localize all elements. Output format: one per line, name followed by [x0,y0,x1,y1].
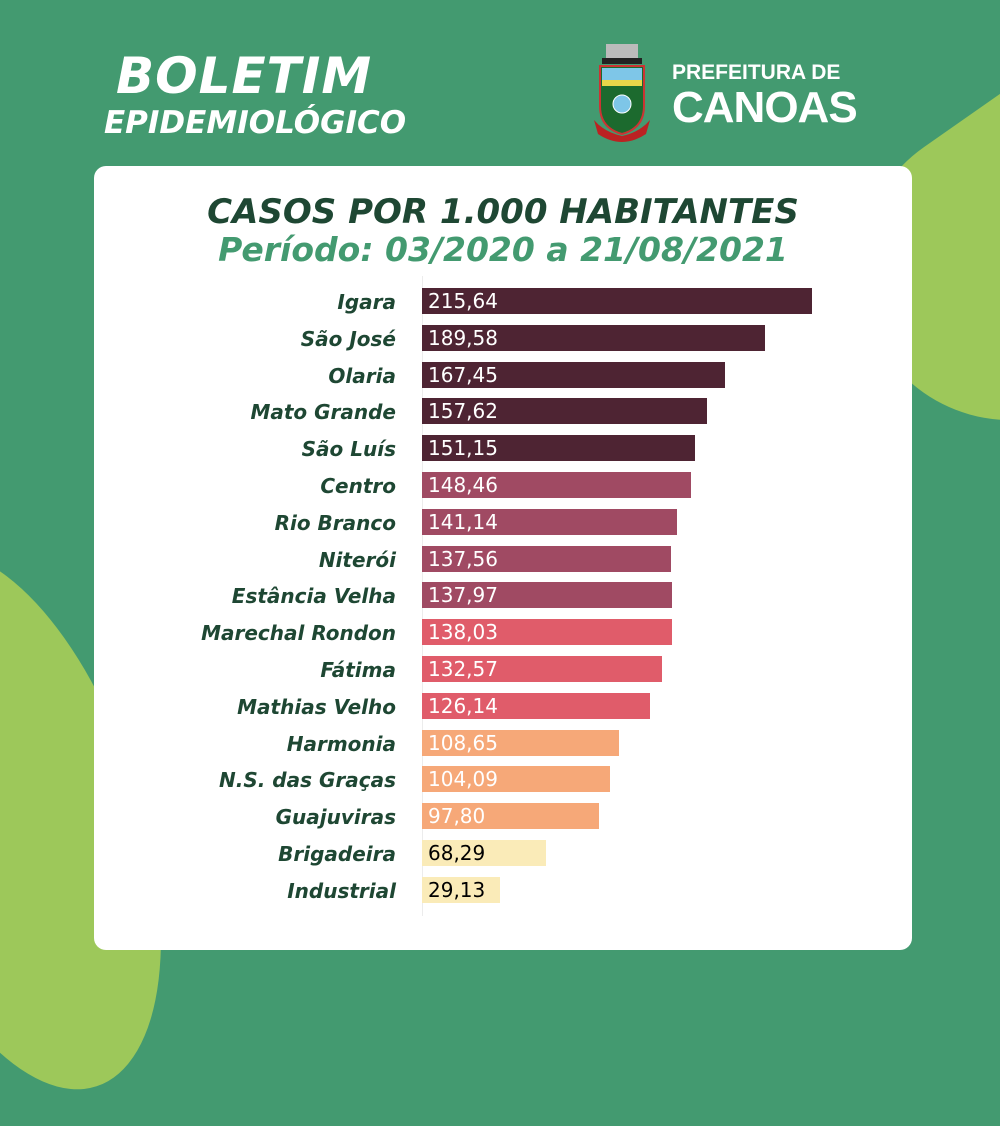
data-label: 138,03 [428,620,498,645]
bar-row: Rio Branco 141,14 [94,508,912,537]
data-label: 151,15 [428,436,498,461]
bar: 215,64 [422,288,812,314]
bar-row: Brigadeira 68,29 [94,840,912,868]
data-label: 167,45 [428,362,498,387]
bar-row: Harmonia 108,65 [94,729,912,758]
category-label: N.S. das Graças [218,768,396,793]
category-label: Marechal Rondon [201,621,396,646]
brand-line2: CANOAS [672,83,858,132]
data-label: 189,58 [428,325,498,350]
bar: 68,29 [422,840,546,866]
bar: 151,15 [422,435,696,462]
category-label: Centro [320,474,396,498]
bar: 157,62 [422,398,708,425]
bar: 126,14 [422,692,651,719]
bar: 141,14 [422,508,678,535]
bar-row: Industrial 29,13 [94,876,912,905]
bar-row: São José 189,58 [94,324,912,353]
data-label: 68,29 [428,841,486,865]
category-label: Olaria [328,363,396,388]
data-label: 137,97 [428,583,498,608]
title-line2: EPIDEMIOLÓGICO [104,105,407,141]
category-label: Estância Velha [231,584,396,609]
bar-row: Guajuviras 97,80 [94,803,912,831]
data-label: 126,14 [428,693,498,718]
category-label: Rio Branco [274,510,396,535]
data-label: 29,13 [428,877,486,902]
bar-row: Mato Grande 157,62 [94,398,912,426]
data-label: 215,64 [428,289,498,313]
bar-row: Estância Velha 137,97 [94,582,912,610]
bar: 167,45 [422,361,725,388]
data-label: 141,14 [428,509,498,534]
bar: 138,03 [422,619,672,646]
category-label: Niterói [318,547,396,572]
brand-line1: PREFEITURA DE [672,61,841,84]
category-label: Fátima [320,658,396,682]
chart-title: CASOS POR 1.000 HABITANTES [207,192,799,232]
data-label: 132,57 [428,657,498,681]
bar: 148,46 [422,472,691,498]
category-label: São José [300,326,396,351]
data-label: 104,09 [428,767,498,792]
data-label: 157,62 [428,399,498,424]
chart-subtitle: Período: 03/2020 a 21/08/2021 [218,230,788,269]
chart-card: CASOS POR 1.000 HABITANTES Período: 03/2… [94,166,912,950]
category-label: Igara [337,290,396,314]
data-label: 97,80 [428,804,486,829]
category-label: Mato Grande [250,400,396,425]
bar: 104,09 [422,766,611,793]
bar: 137,97 [422,582,672,609]
bar: 189,58 [422,324,765,351]
bar-row: Igara 215,64 [94,288,912,316]
bar-row: Olaria 167,45 [94,361,912,390]
bar-row: Marechal Rondon 138,03 [94,619,912,647]
bar-row: Centro 148,46 [94,472,912,500]
bar: 137,56 [422,545,671,572]
bar-row: N.S. das Graças 104,09 [94,766,912,794]
title-line1: BOLETIM [116,47,373,105]
category-label: Brigadeira [278,842,396,866]
bar: 108,65 [422,729,619,756]
bar-row: Mathias Velho 126,14 [94,692,912,721]
category-label: São Luís [301,437,396,462]
bar: 132,57 [422,656,662,682]
bar-row: Niterói 137,56 [94,545,912,574]
canoas-coat-of-arms-logo [594,44,650,142]
data-label: 148,46 [428,473,498,497]
category-label: Mathias Velho [237,694,396,719]
bar: 29,13 [422,876,500,903]
category-label: Industrial [287,878,396,903]
data-label: 137,56 [428,546,498,571]
bar-row: Fátima 132,57 [94,656,912,684]
category-label: Guajuviras [275,805,396,830]
category-label: Harmonia [286,731,396,756]
bar: 97,80 [422,803,599,830]
data-label: 108,65 [428,730,498,755]
bar-row: São Luís 151,15 [94,435,912,463]
